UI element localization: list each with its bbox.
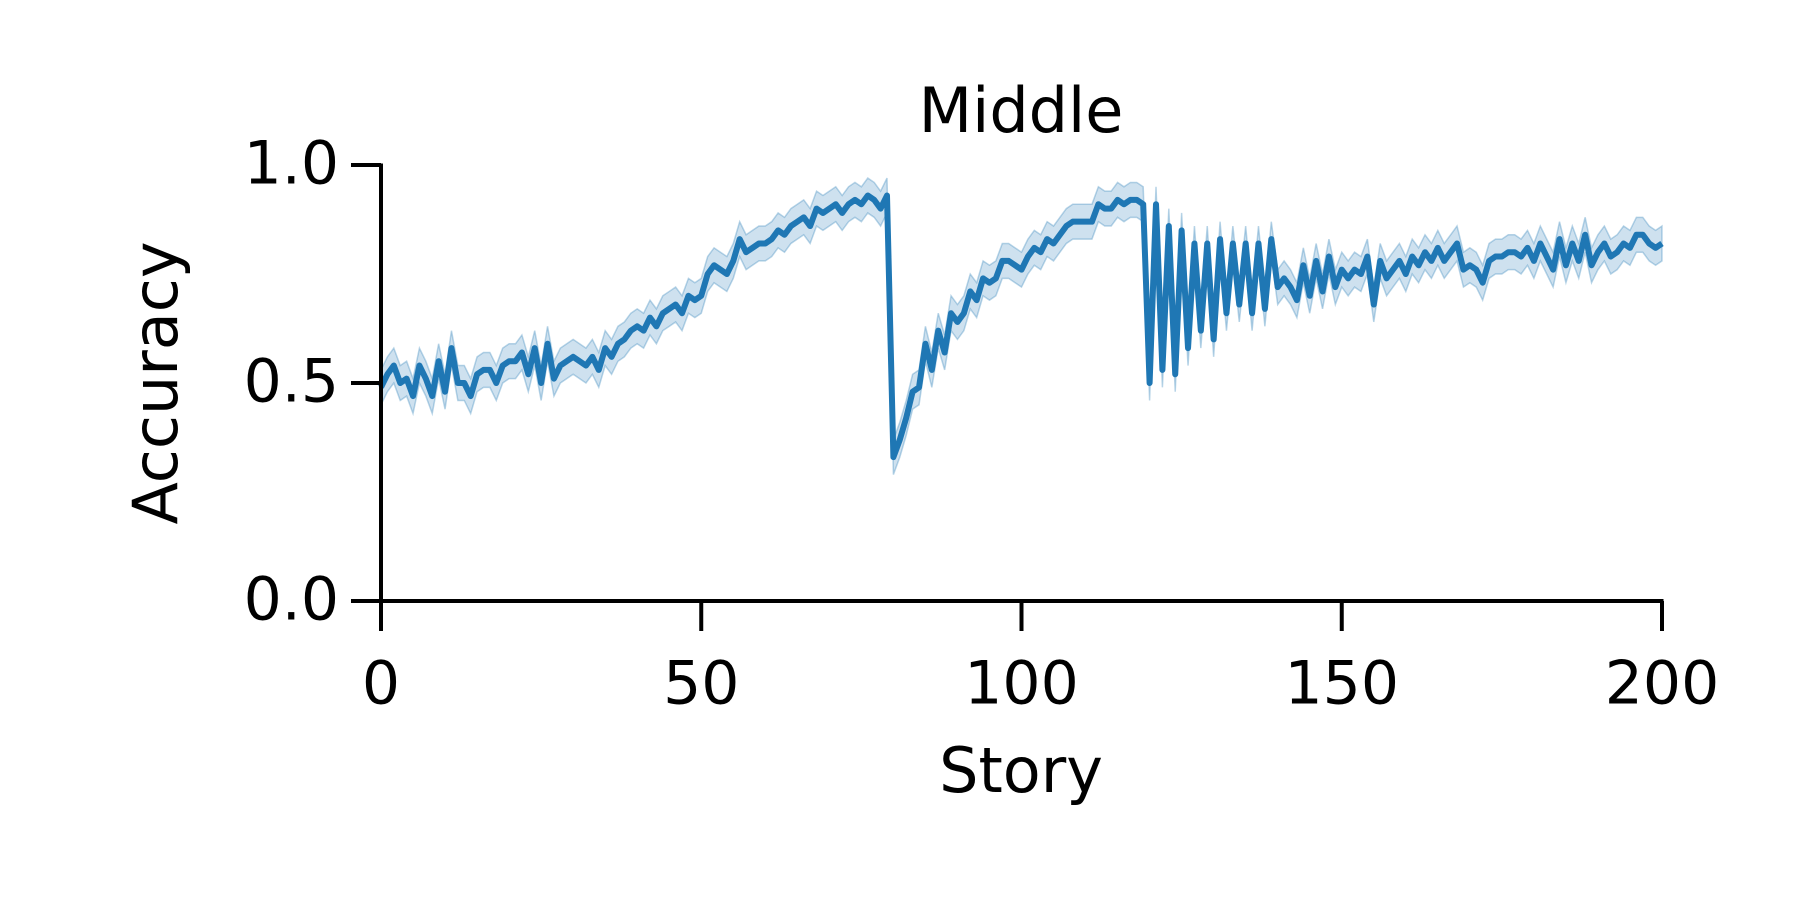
y-tick-label: 0.5: [244, 347, 339, 417]
x-axis-label: Story: [939, 734, 1103, 807]
y-axis-label: Accuracy: [119, 241, 192, 524]
x-tick-label: 0: [362, 649, 400, 719]
x-tick-label: 100: [964, 649, 1079, 719]
line: [378, 192, 1664, 461]
confidence-band: [380, 177, 1663, 475]
x-tick-label: 50: [663, 649, 739, 719]
x-tick-label: 200: [1605, 649, 1720, 719]
chart-title: Middle: [919, 74, 1124, 147]
y-tick-label: 1.0: [244, 129, 339, 199]
x-tick-label: 150: [1284, 649, 1399, 719]
y-tick-label: 0.0: [244, 565, 339, 635]
